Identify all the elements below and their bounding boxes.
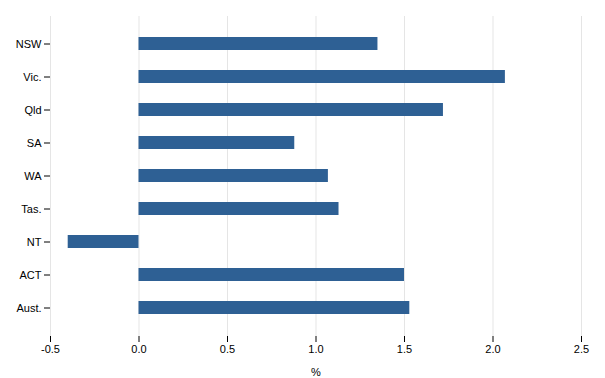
svg-text:NT: NT: [27, 236, 42, 248]
svg-text:1.0: 1.0: [308, 343, 323, 355]
svg-text:0.0: 0.0: [131, 343, 146, 355]
svg-text:Aust.: Aust.: [16, 302, 41, 314]
svg-text:2.0: 2.0: [485, 343, 500, 355]
svg-text:0.5: 0.5: [220, 343, 235, 355]
svg-text:NSW: NSW: [16, 38, 42, 50]
svg-text:1.5: 1.5: [397, 343, 412, 355]
svg-text:Vic.: Vic.: [23, 71, 41, 83]
svg-text:-0.5: -0.5: [41, 343, 60, 355]
svg-text:2.5: 2.5: [574, 343, 589, 355]
svg-text:%: %: [311, 366, 321, 378]
svg-text:WA: WA: [24, 170, 42, 182]
svg-text:ACT: ACT: [20, 269, 42, 281]
svg-text:SA: SA: [27, 137, 42, 149]
svg-text:Tas.: Tas.: [21, 203, 41, 215]
svg-text:Qld: Qld: [24, 104, 41, 116]
